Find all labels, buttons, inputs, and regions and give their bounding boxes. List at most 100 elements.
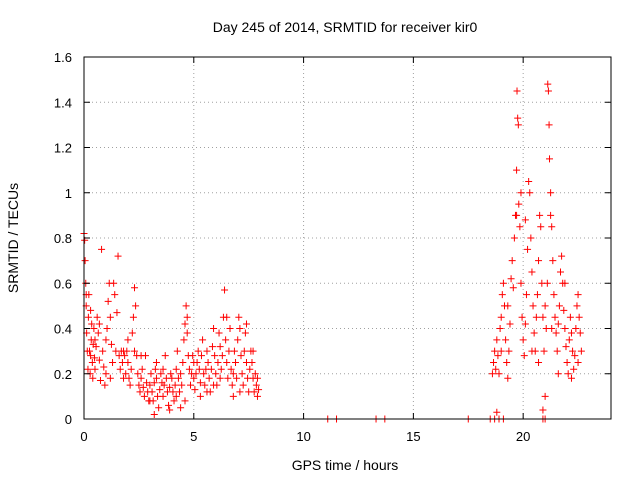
data-point	[547, 189, 555, 197]
data-point	[159, 365, 167, 373]
data-point	[503, 358, 511, 366]
data-point	[495, 370, 503, 378]
data-point	[99, 347, 107, 355]
data-point	[505, 347, 513, 355]
data-point	[87, 352, 95, 360]
data-point	[160, 381, 168, 389]
data-point	[169, 388, 177, 396]
data-point	[203, 347, 211, 355]
data-point	[246, 365, 254, 373]
data-point	[565, 336, 573, 344]
data-point	[553, 347, 561, 355]
y-axis-title: SRMTID / TECUs	[5, 183, 21, 293]
data-point	[167, 370, 175, 378]
data-point	[570, 365, 578, 373]
data-point	[513, 87, 521, 95]
data-point	[122, 370, 130, 378]
data-point	[516, 223, 524, 231]
data-point	[532, 313, 540, 321]
data-point	[493, 408, 501, 416]
data-point	[110, 279, 118, 287]
data-point	[506, 320, 514, 328]
data-point	[127, 365, 135, 373]
y-tick-label: 1.2	[54, 141, 72, 156]
x-tick-label: 10	[296, 429, 310, 444]
data-point	[89, 374, 97, 382]
data-point	[551, 313, 559, 321]
data-point	[166, 406, 174, 414]
y-tick-label: 0.4	[54, 322, 72, 337]
data-point	[87, 306, 95, 314]
data-point	[121, 352, 129, 360]
data-point	[561, 279, 569, 287]
data-point	[540, 347, 548, 355]
data-point	[152, 374, 160, 382]
data-point	[100, 363, 108, 371]
data-point	[237, 352, 245, 360]
data-point	[210, 325, 218, 332]
axis-ticks: 0 5 10 15 20 0 0.2 0.4 0.6 0.8 1 1.2 1.4 1.6	[54, 50, 611, 444]
data-point	[196, 392, 204, 400]
data-point	[124, 336, 132, 344]
data-point	[146, 397, 154, 405]
data-point	[519, 336, 527, 344]
data-point	[528, 347, 536, 355]
data-point	[504, 302, 512, 310]
data-point	[223, 358, 231, 366]
data-point	[535, 358, 543, 366]
data-point	[233, 374, 241, 382]
data-point	[576, 329, 584, 337]
data-point	[224, 374, 232, 382]
data-point	[222, 336, 230, 344]
data-point	[172, 392, 180, 400]
data-point	[521, 320, 529, 328]
data-point	[211, 352, 219, 360]
x-tick-label: 15	[406, 429, 420, 444]
data-point	[239, 381, 247, 389]
data-point	[95, 320, 103, 328]
grid	[84, 57, 611, 419]
data-point	[98, 245, 106, 253]
data-point	[240, 347, 248, 355]
data-point	[173, 347, 181, 355]
data-point	[238, 370, 246, 378]
data-point	[554, 370, 562, 378]
data-point	[170, 397, 178, 405]
data-point	[116, 365, 124, 373]
chart-title: Day 245 of 2014, SRMTID for receiver kir…	[213, 19, 478, 35]
data-point	[84, 313, 92, 321]
data-point	[229, 392, 237, 400]
data-point	[190, 358, 198, 366]
data-point	[496, 325, 504, 332]
data-point	[214, 358, 222, 366]
data-point	[252, 381, 260, 389]
data-point	[525, 177, 533, 185]
data-point	[232, 358, 240, 366]
data-point	[493, 336, 501, 344]
data-point	[566, 313, 574, 321]
y-tick-label: 0.8	[54, 231, 72, 246]
data-point	[190, 374, 198, 382]
data-point	[546, 155, 554, 163]
x-tick-label: 0	[80, 429, 87, 444]
data-point	[577, 347, 585, 355]
data-point	[497, 313, 505, 321]
data-point	[88, 320, 96, 328]
data-point	[521, 216, 529, 224]
data-point	[194, 347, 202, 355]
data-point	[114, 252, 122, 260]
data-point	[488, 370, 496, 378]
data-point	[201, 381, 209, 389]
data-point	[555, 302, 563, 310]
data-point	[192, 370, 200, 378]
data-point	[146, 381, 154, 389]
data-point	[564, 370, 572, 378]
data-point	[107, 340, 115, 348]
data-point	[176, 388, 184, 396]
data-point	[183, 313, 191, 321]
data-point	[499, 279, 507, 287]
data-point	[572, 325, 580, 332]
data-point	[539, 406, 547, 414]
data-point	[548, 325, 556, 332]
data-point	[574, 291, 582, 299]
